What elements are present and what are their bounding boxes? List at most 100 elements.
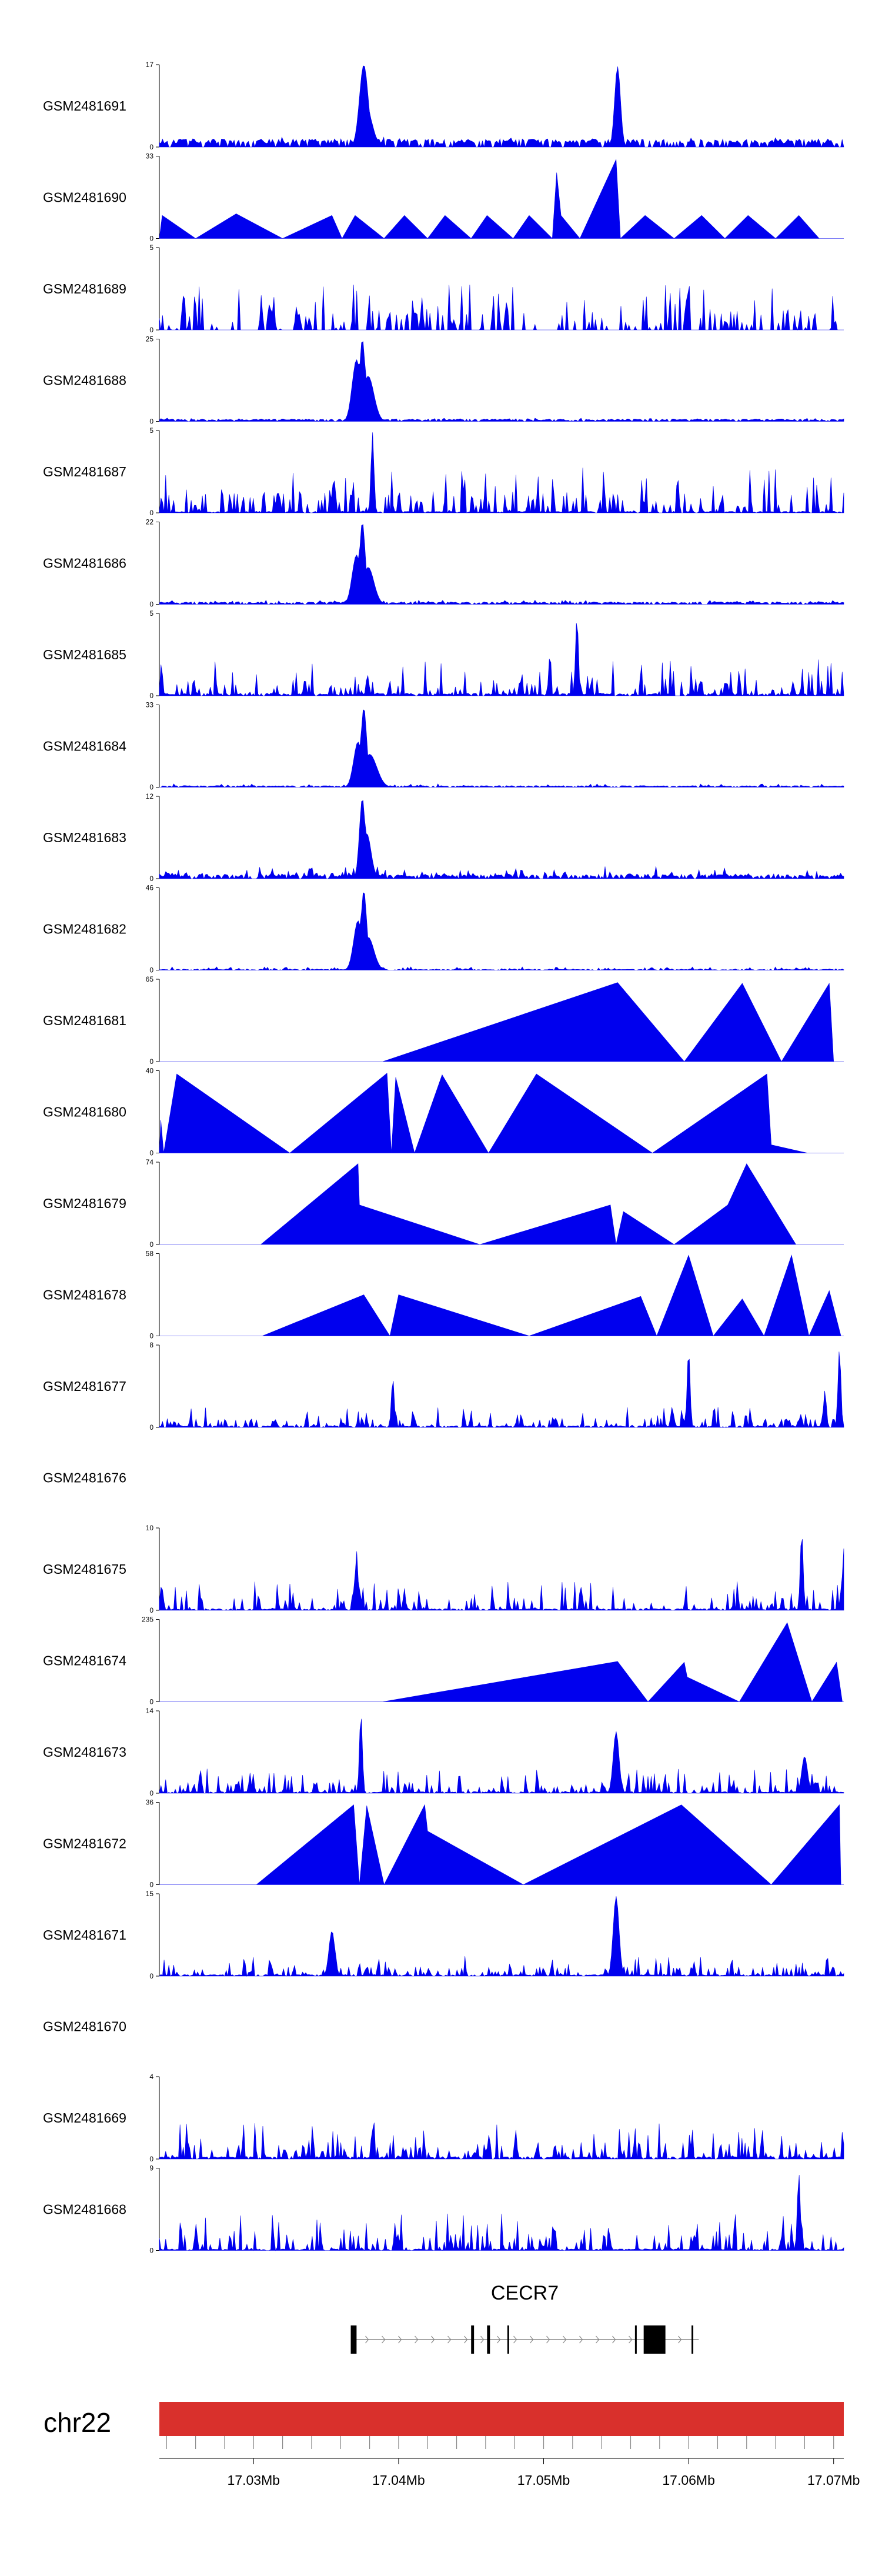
y-max-label: 10 <box>146 1524 154 1532</box>
track-GSM2481686: GSM2481686 22 0 <box>43 518 844 609</box>
y-min-label: 0 <box>149 692 153 700</box>
signal-area <box>159 623 844 697</box>
track-label: GSM2481672 <box>43 1836 126 1851</box>
signal-area <box>159 341 844 422</box>
gene-exon <box>471 2325 475 2354</box>
signal-tracks: GSM2481691170GSM2481690330GSM248168950GS… <box>43 61 844 2255</box>
y-min-label: 0 <box>149 418 153 426</box>
strand-arrow-icon <box>480 2335 485 2344</box>
track-GSM2481690: GSM2481690 33 0 <box>43 152 844 243</box>
chromosome-track: chr22 17.03Mb 17.04Mb 17.05Mb 17.06Mb 17.07M… <box>44 2402 860 2488</box>
strand-arrow-icon <box>629 2335 633 2344</box>
gene-exon <box>634 2325 637 2354</box>
x-axis-tick-label: 17.07Mb <box>807 2472 860 2488</box>
y-min-label: 0 <box>149 1698 153 1706</box>
strand-arrow-icon <box>612 2335 616 2344</box>
track-GSM2481671: GSM2481671 15 0 <box>43 1890 844 1980</box>
gene-exon <box>507 2325 509 2354</box>
track-label: GSM2481669 <box>43 2110 126 2125</box>
y-max-label: 22 <box>146 518 154 526</box>
track-label: GSM2481691 <box>43 98 126 114</box>
track-GSM2481669: GSM2481669 4 0 <box>43 2073 844 2163</box>
y-max-label: 12 <box>146 792 154 800</box>
track-GSM2481683: GSM2481683 12 0 <box>43 792 844 883</box>
track-GSM2481675: GSM2481675 10 0 <box>43 1524 844 1614</box>
track-label: GSM2481686 <box>43 556 126 571</box>
signal-area <box>159 432 844 514</box>
y-max-label: 58 <box>146 1250 154 1258</box>
track-label: GSM2481678 <box>43 1287 126 1303</box>
chromosome-label: chr22 <box>44 2407 111 2438</box>
y-max-label: 5 <box>149 243 153 252</box>
signal-area <box>159 1539 844 1611</box>
signal-area <box>159 982 844 1062</box>
signal-area <box>159 1896 844 1977</box>
strand-arrow-icon <box>365 2335 369 2344</box>
y-max-label: 9 <box>149 2164 153 2173</box>
gene-exon <box>487 2325 490 2354</box>
track-GSM2481673: GSM2481673 14 0 <box>43 1707 844 1797</box>
y-max-label: 5 <box>149 609 153 618</box>
gene-exon <box>643 2325 666 2354</box>
track-GSM2481677: GSM2481677 8 0 <box>43 1341 844 1432</box>
track-GSM2481687: GSM2481687 5 0 <box>43 426 844 517</box>
gene-model <box>350 2325 699 2354</box>
track-label: GSM2481675 <box>43 1561 126 1577</box>
x-axis-tick-label: 17.04Mb <box>372 2472 425 2488</box>
track-label: GSM2481683 <box>43 830 126 845</box>
strand-arrow-icon <box>415 2335 419 2344</box>
track-label: GSM2481668 <box>43 2202 126 2217</box>
track-label: GSM2481674 <box>43 1653 126 1669</box>
strand-arrow-icon <box>530 2335 534 2344</box>
signal-area <box>159 800 844 880</box>
track-GSM2481670: GSM2481670 <box>43 2019 126 2034</box>
track-label: GSM2481673 <box>43 1744 126 1760</box>
track-label: GSM2481677 <box>43 1379 126 1394</box>
y-min-label: 0 <box>149 1332 153 1340</box>
track-label: GSM2481676 <box>43 1470 126 1486</box>
track-GSM2481688: GSM2481688 25 0 <box>43 335 844 426</box>
signal-area <box>159 1804 844 1886</box>
track-label: GSM2481689 <box>43 281 126 296</box>
track-GSM2481672: GSM2481672 36 0 <box>43 1798 844 1889</box>
signal-area <box>159 1719 844 1794</box>
signal-area <box>159 1254 844 1337</box>
signal-area <box>159 892 844 970</box>
strand-arrow-icon <box>497 2335 501 2344</box>
y-max-label: 4 <box>149 2073 153 2081</box>
track-GSM2481681: GSM2481681 65 0 <box>43 975 844 1066</box>
strand-arrow-icon <box>596 2335 600 2344</box>
strand-arrow-icon <box>382 2335 386 2344</box>
y-max-label: 8 <box>149 1341 153 1349</box>
y-min-label: 0 <box>149 783 153 792</box>
track-GSM2481680: GSM2481680 40 0 <box>43 1067 844 1157</box>
track-GSM2481678: GSM2481678 58 0 <box>43 1250 844 1340</box>
track-label: GSM2481690 <box>43 190 126 205</box>
y-min-label: 0 <box>149 326 153 334</box>
track-GSM2481676: GSM2481676 <box>43 1470 126 1486</box>
signal-area <box>159 2175 844 2251</box>
track-label: GSM2481685 <box>43 647 126 662</box>
signal-area <box>159 1352 844 1429</box>
y-max-label: 33 <box>146 701 154 709</box>
track-GSM2481679: GSM2481679 74 0 <box>43 1158 844 1249</box>
track-label: GSM2481681 <box>43 1013 126 1028</box>
y-max-label: 65 <box>146 975 154 983</box>
signal-area <box>159 2123 844 2160</box>
track-GSM2481685: GSM2481685 5 0 <box>43 609 844 700</box>
gene-exon <box>691 2325 694 2354</box>
gene-track: CECR7 <box>350 2282 699 2354</box>
track-GSM2481682: GSM2481682 46 0 <box>43 884 844 975</box>
track-label: GSM2481687 <box>43 464 126 479</box>
track-label: GSM2481671 <box>43 1927 126 1943</box>
y-min-label: 0 <box>149 875 153 883</box>
y-min-label: 0 <box>149 1789 153 1797</box>
signal-area <box>159 285 844 331</box>
y-min-label: 0 <box>149 1149 153 1157</box>
strand-arrow-icon <box>513 2335 517 2344</box>
y-max-label: 46 <box>146 884 154 892</box>
track-label: GSM2481688 <box>43 373 126 388</box>
y-min-label: 0 <box>149 1881 153 1889</box>
genomic-axis: 17.03Mb 17.04Mb 17.05Mb 17.06Mb 17.07Mb <box>159 2458 860 2488</box>
